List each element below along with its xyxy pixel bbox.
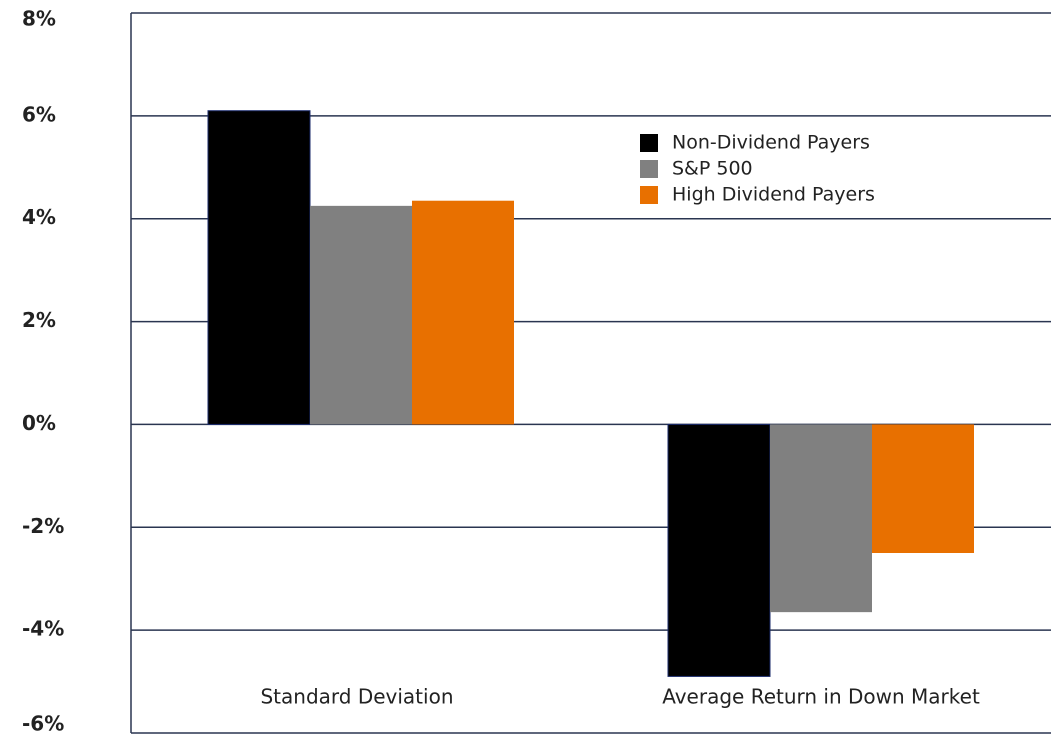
y-tick-label: 6% [22, 102, 56, 126]
y-tick-label: 8% [22, 7, 56, 31]
y-tick-label: 2% [22, 308, 56, 332]
y-tick-label: -4% [22, 617, 64, 641]
legend-label: High Dividend Payers [672, 184, 875, 206]
bar [667, 423, 771, 677]
legend-label: S&P 500 [672, 158, 753, 180]
y-tick-label: -2% [22, 514, 64, 538]
legend-swatch [640, 134, 658, 152]
y-tick-label: 0% [22, 411, 56, 435]
y-tick-label: 4% [22, 205, 56, 229]
bar [770, 424, 872, 613]
bar [872, 424, 974, 553]
x-tick-label: Standard Deviation [260, 685, 453, 709]
bar [207, 110, 311, 425]
y-tick-label: -6% [22, 712, 64, 734]
legend-label: Non-Dividend Payers [672, 132, 870, 154]
bar [412, 200, 514, 425]
bar [310, 205, 412, 425]
x-tick-label: Average Return in Down Market [662, 685, 980, 709]
legend-swatch [640, 160, 658, 178]
legend-swatch [640, 186, 658, 204]
